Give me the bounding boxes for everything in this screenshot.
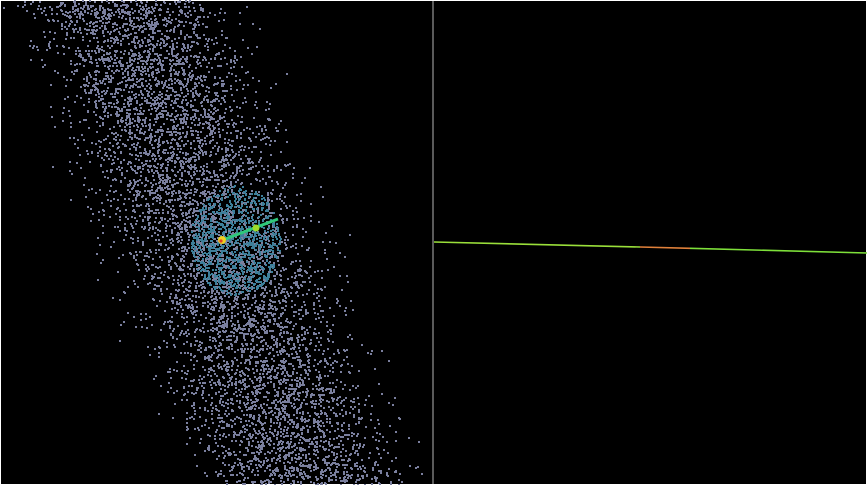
viewer <box>0 0 867 485</box>
hotspot <box>253 225 260 232</box>
nucleus-peak <box>219 239 222 242</box>
page: (() => { const data = JSON.parse(documen… <box>0 0 867 485</box>
